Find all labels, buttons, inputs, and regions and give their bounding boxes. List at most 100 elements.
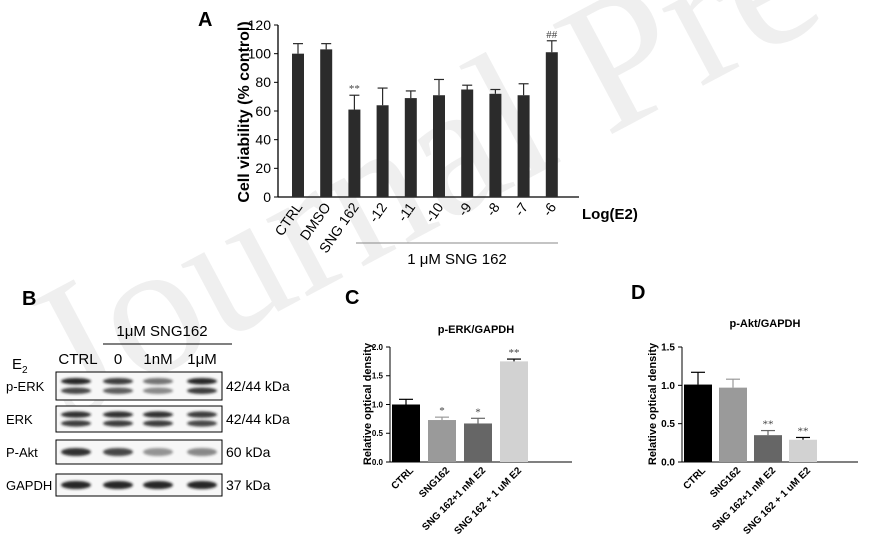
chart-a-group-label: 1 μM SNG 162 bbox=[407, 251, 507, 268]
y-tick-label: 1.0 bbox=[372, 400, 384, 409]
bar-1 bbox=[292, 53, 304, 197]
y-tick-label: 20 bbox=[255, 160, 271, 176]
significance-marker: * bbox=[475, 406, 481, 418]
x-category-label: SNG 162+1 nM E2 bbox=[420, 465, 488, 533]
blot-band bbox=[61, 378, 91, 385]
bar-4 bbox=[789, 439, 817, 462]
bar-7 bbox=[461, 89, 474, 197]
blot-strip bbox=[55, 371, 223, 401]
blot-band bbox=[143, 411, 173, 418]
bar-1 bbox=[392, 404, 420, 462]
blot-row-label: GAPDH bbox=[6, 478, 52, 493]
blot-band bbox=[103, 411, 133, 418]
y-tick-label: 80 bbox=[255, 74, 271, 90]
bar-3 bbox=[464, 423, 492, 462]
chart-c-title: p-ERK/GAPDH bbox=[438, 324, 514, 336]
bar-3 bbox=[754, 435, 782, 462]
y-tick-label: 1.5 bbox=[661, 343, 675, 354]
blot-band bbox=[187, 448, 217, 456]
bar-3 bbox=[348, 109, 361, 197]
blot-band bbox=[61, 481, 91, 489]
x-category-label: CTRL bbox=[681, 465, 708, 492]
y-tick-label: 60 bbox=[255, 103, 271, 119]
blot-lane-label: 0 bbox=[114, 351, 122, 368]
x-category-label: SNG 162 + 1 uM E2 bbox=[741, 465, 813, 537]
blot-row: p-ERK 42/44 kDa bbox=[6, 371, 290, 401]
blot-row-label: p-ERK bbox=[6, 379, 45, 394]
bar-1 bbox=[684, 384, 712, 462]
blot-row: GAPDH 37 kDa bbox=[6, 473, 271, 497]
x-category-label: SNG 162+1 nM E2 bbox=[710, 465, 778, 533]
blot-row: ERK 42/44 kDa bbox=[6, 405, 290, 433]
blot-band bbox=[103, 448, 133, 456]
blot-band bbox=[103, 387, 133, 394]
chart-c-perk: p-ERK/GAPDH 0.00.51.01.52.0 * *** CTRL SNG… bbox=[362, 324, 572, 537]
bar-5 bbox=[404, 98, 417, 197]
blot-row: P-Akt 60 kDa bbox=[6, 439, 271, 465]
blot-row-kda: 42/44 kDa bbox=[226, 378, 290, 394]
blot-band bbox=[103, 420, 133, 427]
y-tick-label: 2.0 bbox=[372, 343, 384, 352]
panel-letter-d: D bbox=[631, 282, 645, 304]
blot-band bbox=[187, 420, 217, 427]
blot-lane-label: 1nM bbox=[143, 351, 172, 368]
blot-lane-label: 1μM bbox=[187, 351, 216, 368]
blot-band bbox=[61, 411, 91, 418]
y-tick-label: 0.5 bbox=[661, 419, 675, 430]
significance-marker: ** bbox=[763, 419, 774, 431]
chart-d-title: p-Akt/GAPDH bbox=[730, 318, 801, 330]
significance-marker: ** bbox=[349, 83, 360, 95]
blot-row-kda: 42/44 kDa bbox=[226, 411, 290, 427]
blot-row-kda: 60 kDa bbox=[226, 444, 271, 460]
y-tick-label: 0.0 bbox=[661, 458, 675, 469]
bar-9 bbox=[517, 95, 530, 197]
blot-e2-label: E2 bbox=[12, 356, 28, 376]
blot-band bbox=[143, 378, 173, 385]
bar-4 bbox=[500, 361, 528, 462]
blot-band bbox=[187, 378, 217, 385]
blot-row-label: ERK bbox=[6, 412, 33, 427]
y-tick-label: 40 bbox=[255, 132, 271, 148]
chart-a-y-axis-label: Cell viability (% control) bbox=[236, 21, 253, 202]
blot-band bbox=[103, 481, 133, 489]
y-tick-label: 100 bbox=[248, 46, 272, 62]
blot-band bbox=[61, 448, 91, 456]
y-tick-label: 0.0 bbox=[372, 458, 384, 467]
blot-band bbox=[61, 387, 91, 394]
bar-2 bbox=[428, 420, 456, 462]
bar-2 bbox=[320, 49, 333, 197]
blot-band bbox=[143, 387, 173, 394]
panel-letter-b: B bbox=[22, 288, 36, 310]
significance-marker: ** bbox=[509, 347, 520, 359]
bar-8 bbox=[489, 93, 502, 197]
x-category-label: SNG162 bbox=[417, 465, 452, 500]
x-category-label: CTRL bbox=[389, 465, 416, 492]
y-tick-label: 0.5 bbox=[372, 429, 384, 438]
significance-marker: ## bbox=[546, 29, 558, 41]
blot-band bbox=[103, 378, 133, 385]
bar-10 bbox=[545, 52, 558, 197]
chart-c-y-axis-label: Relative optical density bbox=[362, 342, 374, 465]
western-blot-panel: 1μM SNG162 E2 CTRL 0 1nM 1μM p-ERK 42/44 kDa… bbox=[6, 323, 290, 497]
blot-strip bbox=[55, 405, 223, 433]
y-tick-label: 1.5 bbox=[372, 372, 384, 381]
blot-lane-label: CTRL bbox=[58, 351, 97, 368]
blot-row-label: P-Akt bbox=[6, 445, 38, 460]
blot-group-header: 1μM SNG162 bbox=[116, 323, 207, 340]
chart-a-log-e2-label: Log(E2) bbox=[582, 206, 638, 223]
y-tick-label: 120 bbox=[248, 17, 272, 33]
significance-marker: * bbox=[439, 405, 445, 417]
blot-band bbox=[143, 420, 173, 427]
y-tick-label: 1.0 bbox=[661, 381, 675, 392]
bar-4 bbox=[376, 105, 389, 197]
panel-letter-c: C bbox=[345, 287, 359, 309]
panel-letter-a: A bbox=[198, 9, 212, 31]
x-category-label: SNG162 bbox=[708, 465, 743, 500]
bar-6 bbox=[433, 95, 445, 197]
y-tick-label: 0 bbox=[263, 189, 271, 205]
blot-band bbox=[187, 411, 217, 418]
chart-d-y-axis-label: Relative optical density bbox=[647, 342, 659, 465]
blot-band bbox=[187, 387, 217, 394]
blot-strip bbox=[55, 473, 223, 497]
